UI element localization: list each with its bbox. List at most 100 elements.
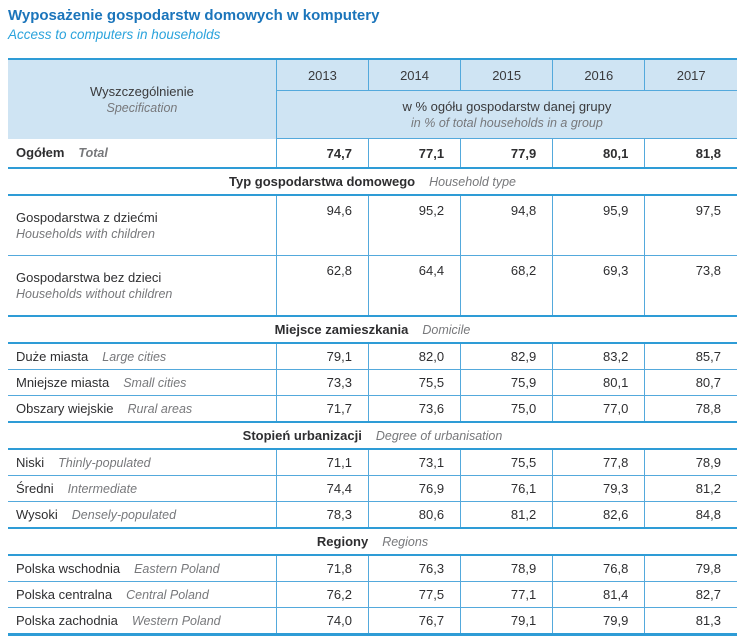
value-cell: 81,4: [552, 581, 645, 608]
value-cell: 82,0: [367, 343, 461, 370]
section-header-cell: Typ gospodarstwa domowego Household type: [8, 167, 737, 196]
value-cell: 78,8: [644, 395, 737, 422]
row-label-en: Households with children: [16, 227, 155, 241]
value-cell: 83,2: [552, 343, 645, 370]
year-header: 2014: [367, 59, 461, 91]
value-cell: 73,8: [644, 255, 737, 316]
page-title: Wyposażenie gospodarstw domowych w kompu…: [8, 7, 380, 24]
section-header-cell: Miejsce zamieszkania Domicile: [8, 315, 737, 344]
year-header: 2016: [552, 59, 645, 91]
value-cell: 71,7: [275, 395, 369, 422]
row-label-cell: Obszary wiejskie Rural areas: [8, 395, 277, 422]
section-title-pl: Regiony: [316, 534, 369, 549]
value-cell: 81,8: [644, 138, 737, 168]
section-title-en: Household type: [429, 175, 516, 189]
value-cell: 79,8: [644, 555, 737, 582]
row-label-en: Densely-populated: [71, 508, 177, 522]
value-cell: 81,2: [460, 501, 553, 528]
row-label-pl: Ogółem: [16, 145, 65, 161]
year-header-row: Wyszczególnienie Specification 2013 2014 2…: [8, 59, 737, 139]
row-label-pl: Polska centralna: [16, 587, 113, 602]
value-cell: 74,0: [275, 607, 369, 636]
value-cell: 79,1: [275, 343, 369, 370]
table-row: Polska wschodnia Eastern Poland 71,8 76,3 78…: [8, 555, 737, 582]
table-row: Wysoki Densely-populated 78,3 80,6 81,2 82,6 8…: [8, 501, 737, 528]
value-cell: 73,6: [367, 395, 461, 422]
row-label-cell: Średni Intermediate: [8, 475, 277, 502]
section-header-row: Miejsce zamieszkania Domicile: [8, 315, 737, 344]
value-cell: 94,6: [275, 195, 369, 256]
row-label-en: Small cities: [123, 376, 187, 390]
value-cell: 73,3: [275, 369, 369, 396]
value-cell: 75,5: [367, 369, 461, 396]
section-title-en: Domicile: [422, 323, 471, 337]
table-header: Wyszczególnienie Specification 2013 2014 2…: [8, 59, 737, 139]
value-cell: 80,1: [552, 138, 645, 168]
row-label-cell: Wysoki Densely-populated: [8, 501, 277, 528]
value-cell: 79,9: [552, 607, 645, 636]
value-cell: 82,9: [460, 343, 553, 370]
row-label-cell: Niski Thinly-populated: [8, 449, 276, 476]
table-row: Duże miasta Large cities 79,1 82,0 82,9 83,2 8…: [8, 343, 737, 370]
section-title-en: Regions: [382, 535, 429, 549]
table-body: Ogółem Total 74,7 77,1 77,9 80,1 81,8 Typ gospo…: [8, 138, 737, 636]
row-label-pl: Średni: [16, 481, 54, 496]
table-row: Polska zachodnia Western Poland 74,0 76,7 79…: [8, 607, 737, 636]
year-header: 2015: [460, 59, 553, 91]
value-cell: 81,3: [644, 607, 737, 636]
value-cell: 71,1: [275, 449, 369, 476]
value-cell: 77,1: [460, 581, 553, 608]
row-label-cell: Gospodarstwa bez dzieci Households withou…: [8, 255, 277, 316]
row-total: Ogółem Total 74,7 77,1 77,9 80,1 81,8: [8, 138, 737, 168]
section-header-row: Stopień urbanizacji Degree of urbanisatio…: [8, 421, 737, 450]
row-label-pl: Gospodarstwa z dziećmi: [16, 210, 158, 225]
value-cell: 77,0: [552, 395, 645, 422]
section-header-row: Typ gospodarstwa domowego Household type: [8, 167, 737, 196]
value-cell: 76,7: [367, 607, 461, 636]
row-label-cell: Polska wschodnia Eastern Poland: [8, 555, 276, 582]
value-cell: 80,6: [367, 501, 461, 528]
table-row: Niski Thinly-populated 71,1 73,1 75,5 77,8 78,…: [8, 449, 737, 476]
value-cell: 76,1: [460, 475, 553, 502]
value-cell: 79,1: [460, 607, 553, 636]
value-cell: 82,6: [552, 501, 645, 528]
value-cell: 76,3: [367, 555, 461, 582]
value-cell: 78,9: [644, 449, 737, 476]
year-header: 2013: [275, 59, 369, 91]
table-row: Obszary wiejskie Rural areas 71,7 73,6 75,0 7…: [8, 395, 737, 422]
specification-label-pl: Wyszczególnienie: [89, 83, 194, 99]
row-label-en: Central Poland: [126, 588, 209, 602]
value-cell: 82,7: [644, 581, 737, 608]
row-label-pl: Wysoki: [16, 507, 58, 522]
value-cell: 75,0: [460, 395, 553, 422]
row-label-en: Western Poland: [131, 614, 221, 628]
section-header-row: Regiony Regions: [8, 527, 737, 556]
section-title-pl: Typ gospodarstwa domowego: [229, 174, 416, 189]
page-subtitle: Access to computers in households: [8, 27, 221, 42]
section-header-cell: Regiony Regions: [8, 527, 737, 556]
row-label-cell: Duże miasta Large cities: [8, 343, 276, 370]
table-row: Średni Intermediate 74,4 76,9 76,1 79,3 81,2: [8, 475, 737, 502]
value-cell: 64,4: [367, 255, 461, 316]
row-label-cell: Polska centralna Central Poland: [8, 581, 277, 608]
value-cell: 71,8: [275, 555, 369, 582]
value-cell: 74,4: [275, 475, 369, 502]
row-label-pl: Gospodarstwa bez dzieci: [16, 270, 162, 285]
value-cell: 95,9: [552, 195, 645, 256]
section-title-pl: Miejsce zamieszkania: [274, 322, 409, 337]
row-label-en: Large cities: [102, 350, 167, 364]
value-cell: 77,1: [367, 138, 461, 168]
value-cell: 81,2: [644, 475, 737, 502]
year-header: 2017: [644, 59, 737, 91]
value-cell: 94,8: [460, 195, 553, 256]
value-cell: 77,5: [367, 581, 461, 608]
table-row: Gospodarstwa bez dzieci Households withou…: [8, 255, 737, 316]
value-cell: 80,1: [552, 369, 645, 396]
unit-label-pl: w % ogółu gospodarstw danej grupy: [402, 99, 612, 114]
specification-label-en: Specification: [106, 100, 178, 115]
value-cell: 78,9: [460, 555, 553, 582]
value-cell: 75,9: [460, 369, 553, 396]
value-cell: 97,5: [644, 195, 737, 256]
value-cell: 79,3: [552, 475, 645, 502]
